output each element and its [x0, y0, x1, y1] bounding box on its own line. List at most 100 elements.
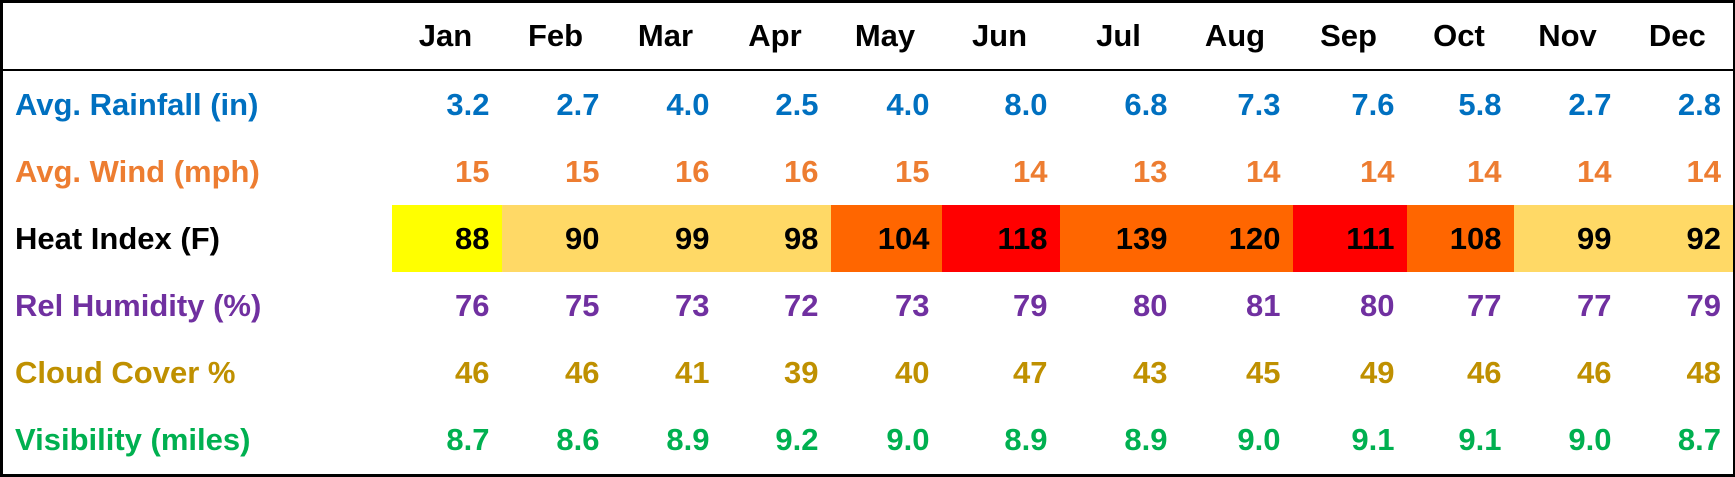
value-cell: 14 [1360, 153, 1395, 189]
value-cell: 46 [565, 355, 600, 391]
value-cell: 104 [830, 205, 942, 273]
value-cell: 7.3 [1237, 86, 1281, 122]
value-cell: 48 [1686, 355, 1721, 391]
value-cell: 46 [1577, 355, 1612, 391]
value-cell: 3.2 [446, 86, 490, 122]
row-label: Cloud Cover % [15, 355, 236, 391]
value-cell: 6.8 [1124, 86, 1168, 122]
value-cell: 9.2 [775, 422, 819, 458]
value-cell: 15 [565, 153, 600, 189]
value-cell: 47 [1013, 355, 1048, 391]
value-cell: 14 [1467, 153, 1502, 189]
value-cell: 14 [1577, 153, 1612, 189]
value-cell: 8.9 [1004, 422, 1048, 458]
value-cell: 8.9 [1124, 422, 1168, 458]
value-cell: 4.0 [886, 86, 930, 122]
value-cell: 2.8 [1677, 86, 1721, 122]
value-cell: 8.6 [556, 422, 600, 458]
value-cell: 8.9 [666, 422, 710, 458]
value-cell: 2.7 [556, 86, 600, 122]
value-cell: 76 [455, 288, 490, 324]
value-cell: 8.7 [446, 422, 490, 458]
value-cell: 2.5 [775, 86, 819, 122]
value-cell: 79 [1013, 288, 1048, 324]
value-cell: 46 [1467, 355, 1502, 391]
value-cell: 15 [455, 153, 490, 189]
month-header: Aug [1179, 1, 1293, 71]
row-label: Avg. Rainfall (in) [15, 86, 259, 122]
value-cell: 9.0 [1568, 422, 1612, 458]
value-cell: 49 [1360, 355, 1395, 391]
value-cell: 14 [1246, 153, 1281, 189]
header-row: Jan Feb Mar Apr May Jun Jul Aug Sep Oct Nov Dec [1, 1, 1735, 71]
value-cell: 15 [895, 153, 930, 189]
value-cell: 111 [1292, 205, 1407, 273]
value-cell: 16 [675, 153, 710, 189]
value-cell: 46 [455, 355, 490, 391]
value-cell: 88 [391, 205, 502, 273]
month-header: Apr [721, 1, 831, 71]
month-header: Feb [501, 1, 612, 71]
value-cell: 79 [1686, 288, 1721, 324]
value-cell: 9.1 [1351, 422, 1395, 458]
value-cell: 9.0 [1237, 422, 1281, 458]
value-cell: 81 [1246, 288, 1281, 324]
row-label: Visibility (miles) [15, 422, 251, 458]
value-cell: 39 [784, 355, 819, 391]
month-header: Sep [1292, 1, 1407, 71]
month-header: Dec [1623, 1, 1735, 71]
value-cell: 118 [941, 205, 1060, 273]
row-label: Rel Humidity (%) [15, 288, 262, 324]
value-cell: 80 [1360, 288, 1395, 324]
month-header: Jul [1059, 1, 1180, 71]
corner-cell [1, 1, 392, 71]
value-cell: 77 [1577, 288, 1612, 324]
month-header: May [830, 1, 942, 71]
value-cell: 7.6 [1351, 86, 1395, 122]
value-cell: 14 [1013, 153, 1048, 189]
value-cell: 99 [1513, 205, 1624, 273]
month-header: Oct [1406, 1, 1514, 71]
value-cell: 73 [675, 288, 710, 324]
value-cell: 80 [1133, 288, 1168, 324]
value-cell: 13 [1133, 153, 1168, 189]
row-label: Avg. Wind (mph) [15, 153, 260, 189]
data-row: Visibility (miles) 8.7 8.6 8.9 9.2 9.0 8.9 8.9 9… [2, 407, 1735, 476]
value-cell: 77 [1467, 288, 1502, 324]
value-cell: 90 [501, 205, 612, 273]
value-cell: 41 [675, 355, 710, 391]
data-row: Cloud Cover % 46 46 41 39 40 47 43 45 49 46 46 48 [2, 340, 1735, 407]
value-cell: 16 [784, 153, 819, 189]
value-cell: 72 [784, 288, 819, 324]
value-cell: 2.7 [1568, 86, 1612, 122]
value-cell: 14 [1686, 153, 1721, 189]
month-header: Nov [1513, 1, 1624, 71]
value-cell: 98 [721, 205, 831, 273]
month-header: Mar [611, 1, 722, 71]
value-cell: 92 [1623, 205, 1735, 273]
value-cell: 8.7 [1677, 422, 1721, 458]
month-header: Jan [391, 1, 502, 71]
value-cell: 75 [565, 288, 600, 324]
value-cell: 108 [1406, 205, 1514, 273]
value-cell: 45 [1246, 355, 1281, 391]
data-row: Avg. Wind (mph) 15 15 16 16 15 14 13 14 14 14 14 14 [2, 138, 1735, 205]
value-cell: 40 [895, 355, 930, 391]
value-cell: 73 [895, 288, 930, 324]
value-cell: 99 [611, 205, 722, 273]
value-cell: 5.8 [1458, 86, 1502, 122]
month-header: Jun [941, 1, 1060, 71]
data-row: Heat Index (F) 88 90 99 98 104 118 139 120 111 108… [2, 205, 1735, 273]
value-cell: 139 [1059, 205, 1180, 273]
value-cell: 120 [1179, 205, 1293, 273]
data-row: Avg. Rainfall (in) 3.2 2.7 4.0 2.5 4.0 8.0 6.8 7… [2, 70, 1735, 138]
data-row: Rel Humidity (%) 76 75 73 72 73 79 80 81 80 77 77 79 [2, 272, 1735, 339]
row-label: Heat Index (F) [15, 220, 220, 256]
value-cell: 9.1 [1458, 422, 1502, 458]
value-cell: 8.0 [1004, 86, 1048, 122]
value-cell: 4.0 [666, 86, 710, 122]
value-cell: 43 [1133, 355, 1168, 391]
value-cell: 9.0 [886, 422, 930, 458]
